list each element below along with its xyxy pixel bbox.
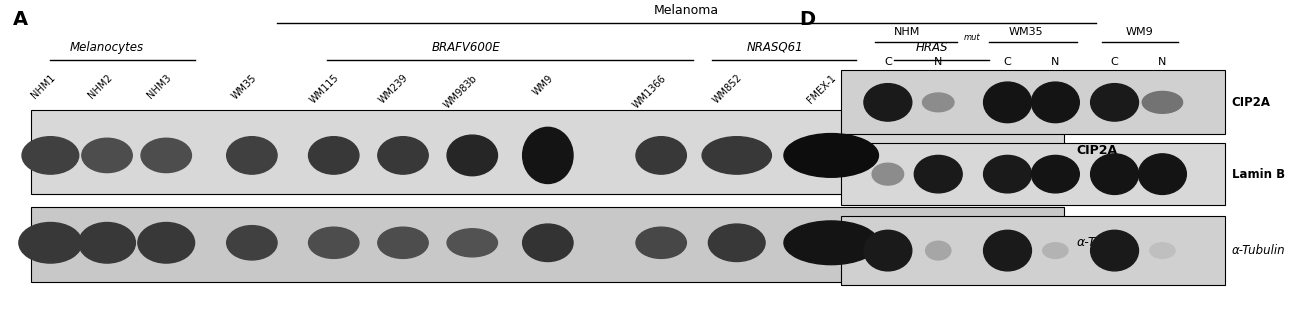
Ellipse shape bbox=[1139, 154, 1186, 194]
Text: WM852: WM852 bbox=[711, 73, 744, 106]
Ellipse shape bbox=[926, 241, 951, 260]
Text: D: D bbox=[799, 10, 816, 29]
Text: NHM2: NHM2 bbox=[86, 73, 114, 101]
Ellipse shape bbox=[22, 137, 79, 174]
Ellipse shape bbox=[914, 156, 962, 193]
Text: CIP2A: CIP2A bbox=[1232, 96, 1270, 109]
Ellipse shape bbox=[79, 223, 136, 263]
Text: A: A bbox=[13, 10, 27, 29]
Ellipse shape bbox=[378, 137, 429, 174]
FancyBboxPatch shape bbox=[31, 110, 1064, 194]
Ellipse shape bbox=[784, 134, 878, 177]
Text: NHM1: NHM1 bbox=[30, 73, 57, 100]
Ellipse shape bbox=[227, 137, 278, 174]
Ellipse shape bbox=[1032, 82, 1079, 123]
Text: FMEX-1: FMEX-1 bbox=[806, 73, 838, 105]
Text: Melanocytes: Melanocytes bbox=[70, 41, 145, 54]
Ellipse shape bbox=[984, 82, 1032, 123]
Ellipse shape bbox=[1043, 243, 1068, 259]
Ellipse shape bbox=[1091, 154, 1139, 194]
Text: BRAFV600E: BRAFV600E bbox=[431, 41, 501, 54]
Ellipse shape bbox=[1150, 243, 1175, 259]
FancyBboxPatch shape bbox=[31, 207, 1064, 282]
Text: WM35: WM35 bbox=[1010, 27, 1043, 37]
Ellipse shape bbox=[523, 224, 573, 262]
Text: N: N bbox=[935, 57, 942, 67]
Ellipse shape bbox=[873, 163, 904, 185]
FancyBboxPatch shape bbox=[842, 69, 1225, 134]
Ellipse shape bbox=[984, 156, 1032, 193]
Text: C: C bbox=[884, 57, 892, 67]
Ellipse shape bbox=[636, 227, 687, 259]
Ellipse shape bbox=[141, 138, 191, 172]
Ellipse shape bbox=[447, 135, 497, 176]
Text: WM1366: WM1366 bbox=[631, 73, 669, 110]
Ellipse shape bbox=[523, 127, 573, 183]
Ellipse shape bbox=[1143, 91, 1183, 113]
Text: C: C bbox=[1003, 57, 1011, 67]
Ellipse shape bbox=[447, 229, 497, 257]
Ellipse shape bbox=[1091, 84, 1139, 121]
Text: WM9: WM9 bbox=[531, 73, 555, 97]
Text: WM239: WM239 bbox=[377, 73, 411, 106]
Ellipse shape bbox=[636, 137, 687, 174]
Ellipse shape bbox=[1032, 156, 1079, 193]
Ellipse shape bbox=[227, 226, 278, 260]
Text: C: C bbox=[1110, 57, 1118, 67]
Text: NHM: NHM bbox=[893, 27, 920, 37]
Text: Melanoma: Melanoma bbox=[653, 3, 719, 17]
Text: mut: mut bbox=[963, 33, 980, 42]
Text: CIP2A: CIP2A bbox=[1077, 144, 1118, 157]
Ellipse shape bbox=[923, 93, 954, 112]
Ellipse shape bbox=[709, 224, 766, 262]
Ellipse shape bbox=[378, 227, 429, 259]
Ellipse shape bbox=[984, 230, 1032, 271]
Ellipse shape bbox=[81, 138, 132, 172]
Text: WM983b: WM983b bbox=[442, 73, 479, 110]
Text: WM35: WM35 bbox=[230, 73, 259, 101]
Ellipse shape bbox=[19, 223, 81, 263]
Text: WM115: WM115 bbox=[307, 73, 341, 106]
Text: NHM3: NHM3 bbox=[146, 73, 173, 100]
Text: NRASQ61: NRASQ61 bbox=[746, 41, 803, 54]
Ellipse shape bbox=[702, 137, 772, 174]
FancyBboxPatch shape bbox=[842, 143, 1225, 205]
Text: Lamin B: Lamin B bbox=[1232, 168, 1285, 181]
Ellipse shape bbox=[784, 221, 878, 264]
Ellipse shape bbox=[138, 223, 195, 263]
Text: α-Tubulin: α-Tubulin bbox=[1232, 244, 1286, 257]
Text: N: N bbox=[1158, 57, 1167, 67]
Text: HRAS: HRAS bbox=[915, 41, 948, 54]
Ellipse shape bbox=[309, 137, 359, 174]
FancyBboxPatch shape bbox=[842, 216, 1225, 285]
Ellipse shape bbox=[309, 227, 359, 259]
Text: α-Tubulin: α-Tubulin bbox=[1077, 236, 1133, 249]
Ellipse shape bbox=[864, 84, 911, 121]
Ellipse shape bbox=[864, 230, 911, 271]
Ellipse shape bbox=[1091, 230, 1139, 271]
Text: N: N bbox=[1051, 57, 1060, 67]
Text: WM9: WM9 bbox=[1126, 27, 1154, 37]
